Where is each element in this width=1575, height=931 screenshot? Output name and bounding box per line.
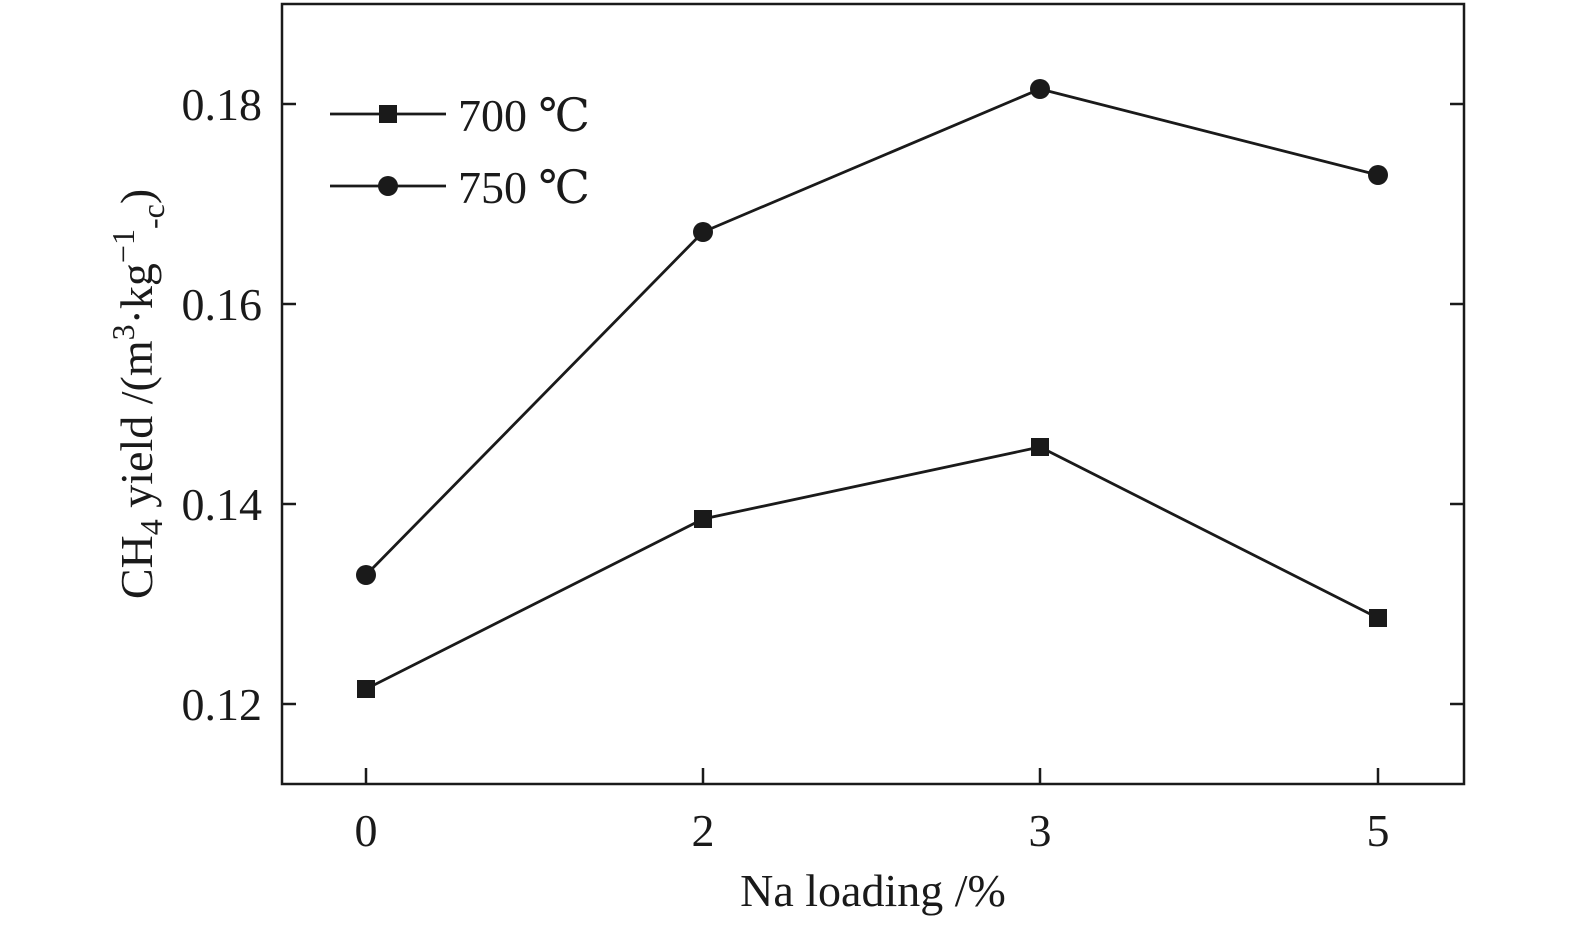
- y-tick-label: 0.18: [182, 79, 263, 130]
- data-point-circle: [1030, 79, 1050, 99]
- legend-circle-marker: [378, 176, 398, 196]
- x-tick-label: 3: [1029, 805, 1052, 856]
- y-axis-title: CH4 yield /(m3·kg−1-c): [105, 189, 171, 599]
- series-line-0: [365, 445, 1379, 691]
- series-line-1: [365, 87, 1379, 576]
- svg-text:CH4 yield /(m3·kg−1-c): CH4 yield /(m3·kg−1-c): [105, 189, 171, 599]
- x-tick-label: 0: [355, 805, 378, 856]
- legend: 700 ℃ 750 ℃: [330, 90, 590, 213]
- data-point-circle: [693, 222, 713, 242]
- data-point-square: [694, 510, 712, 528]
- data-point-circle: [356, 565, 376, 585]
- x-axis-title: Na loading /%: [740, 865, 1006, 916]
- y-tick-label: 0.14: [182, 479, 263, 530]
- y-tick-label: 0.12: [182, 679, 263, 730]
- x-axis-ticks: 0 2 3 5: [355, 768, 1390, 856]
- legend-label-750: 750 ℃: [458, 162, 590, 213]
- plot-frame: [280, 2, 1466, 786]
- data-point-square: [357, 680, 375, 698]
- y-axis-ticks: 0.12 0.14 0.16 0.18: [182, 79, 1464, 730]
- series-layer: [356, 79, 1388, 698]
- y-tick-label: 0.16: [182, 279, 263, 330]
- legend-label-700: 700 ℃: [458, 90, 590, 141]
- data-point-square: [1369, 609, 1387, 627]
- x-tick-label: 2: [692, 805, 715, 856]
- data-point-circle: [1368, 165, 1388, 185]
- data-point-square: [1031, 438, 1049, 456]
- legend-square-marker: [379, 105, 397, 123]
- x-tick-label: 5: [1367, 805, 1390, 856]
